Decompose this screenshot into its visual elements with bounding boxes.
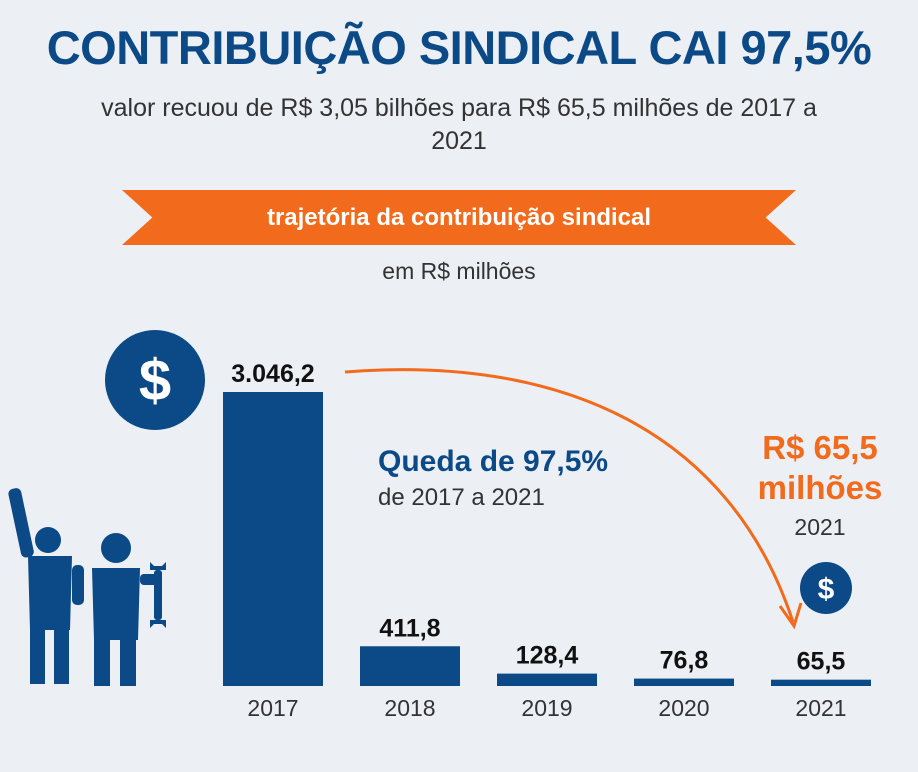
bar-2021 [771, 679, 871, 686]
subtitle-line-2: 2021 [431, 127, 487, 155]
curved-arrow-icon [344, 368, 803, 630]
small-dollar-coin-icon: $ [800, 562, 852, 614]
tick-label-2018: 2018 [384, 695, 435, 721]
value-label-2019: 128,4 [516, 642, 579, 670]
page-subtitle: valor recuou de R$ 3,05 bilhões para R$ … [0, 92, 918, 158]
final-value-amount: R$ 65,5 [762, 429, 878, 466]
svg-text:$: $ [818, 573, 835, 606]
final-value-highlight: R$ 65,5 milhões [740, 428, 900, 508]
final-value-year: 2021 [794, 514, 846, 540]
value-label-2021: 65,5 [797, 648, 846, 676]
bar-2018 [360, 646, 460, 686]
bar-2019 [497, 673, 597, 686]
value-label-2017: 3.046,2 [231, 360, 314, 388]
bar-2017 [223, 392, 323, 686]
tick-label-2017: 2017 [247, 695, 298, 721]
value-label-2020: 76,8 [660, 647, 709, 675]
workers-icon [8, 488, 166, 686]
page-title: CONTRIBUIÇÃO SINDICAL CAI 97,5% [46, 21, 872, 74]
value-label-2018: 411,8 [379, 614, 440, 642]
unit-label: em R$ milhões [382, 258, 536, 284]
section-banner [122, 190, 796, 245]
tick-label-2021: 2021 [795, 695, 846, 721]
svg-text:$: $ [139, 348, 171, 413]
subtitle-line-1: valor recuou de R$ 3,05 bilhões para R$ … [101, 94, 817, 122]
large-dollar-coin-icon: $ [105, 330, 205, 430]
drop-callout-headline: Queda de 97,5% [378, 445, 609, 478]
bar-2020 [634, 678, 734, 686]
section-banner-label: trajetória da contribuição sindical [266, 204, 652, 231]
tick-label-2020: 2020 [658, 695, 709, 721]
final-value-unit: milhões [757, 469, 883, 506]
tick-label-2019: 2019 [521, 695, 572, 721]
drop-callout-detail: de 2017 a 2021 [378, 484, 545, 511]
